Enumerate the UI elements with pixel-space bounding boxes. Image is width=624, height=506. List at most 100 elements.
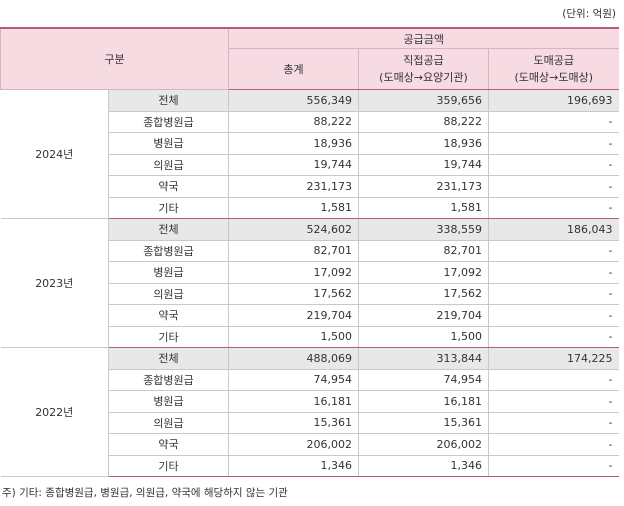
value-cell: -: [487, 411, 619, 434]
table-row: 종합병원급 82,701 82,701-: [1, 239, 619, 262]
value-cell: 17,092: [358, 261, 489, 284]
category-cell: 기타: [108, 454, 229, 477]
value-cell: -: [487, 239, 619, 262]
value-cell: 17,562: [358, 282, 489, 305]
value-cell: 1,346: [358, 454, 489, 477]
category-cell: 의원급: [108, 153, 229, 176]
category-cell: 약국: [108, 433, 229, 456]
value-cell: 18,936: [358, 132, 489, 155]
value-cell: 88,222: [358, 110, 489, 133]
value-cell: 18,936: [228, 132, 359, 155]
value-cell: 1,500: [228, 325, 359, 348]
value-cell: 313,844: [358, 347, 489, 370]
table-row: 병원급 17,092 17,092-: [1, 261, 619, 284]
category-cell: 병원급: [108, 132, 229, 155]
supply-table: 구분 공급금액 총계 직접공급 (도매상→요양기관) 도매공급 (도매상→도매상) …: [0, 27, 619, 477]
table-row: 약국 206,002 206,002-: [1, 433, 619, 456]
value-cell: 1,581: [358, 196, 489, 219]
value-cell: 15,361: [358, 411, 489, 434]
value-cell: -: [487, 196, 619, 219]
header-line: (도매상→도매상): [514, 71, 594, 84]
value-cell: 82,701: [358, 239, 489, 262]
header-total: 총계: [228, 48, 359, 90]
table-row: 약국 231,173 231,173-: [1, 175, 619, 198]
value-cell: -: [487, 368, 619, 391]
footnote: 주) 기타: 종합병원급, 병원급, 의원급, 약국에 해당하지 않는 기관: [2, 487, 288, 499]
header-line: (도매상→요양기관): [379, 71, 468, 84]
unit-label: (단위: 억원): [562, 8, 616, 20]
table-row: 2024년 전체 556,349 359,656 196,693: [0, 89, 619, 219]
category-cell: 약국: [108, 304, 229, 327]
value-cell: -: [487, 454, 619, 477]
value-cell: 359,656: [358, 89, 489, 112]
value-cell: -: [487, 132, 619, 155]
header-wholesale: 도매공급 (도매상→도매상): [487, 48, 619, 90]
header-line: 직접공급: [403, 54, 444, 67]
year-cell: 2024년: [0, 89, 109, 219]
value-cell: 19,744: [358, 153, 489, 176]
header-direct: 직접공급 (도매상→요양기관): [358, 48, 489, 90]
category-cell: 전체: [108, 218, 229, 241]
value-cell: 82,701: [228, 239, 359, 262]
value-cell: 196,693: [487, 89, 619, 112]
category-cell: 병원급: [108, 261, 229, 284]
value-cell: 338,559: [358, 218, 489, 241]
value-cell: 17,562: [228, 282, 359, 305]
value-cell: 219,704: [358, 304, 489, 327]
value-cell: 231,173: [358, 175, 489, 198]
table-row: 기타 1,346 1,346-: [1, 454, 619, 477]
value-cell: 206,002: [358, 433, 489, 456]
year-cell: 2023년: [0, 218, 109, 348]
header-group: 공급금액: [227, 27, 619, 49]
category-cell: 전체: [108, 347, 229, 370]
value-cell: 1,581: [228, 196, 359, 219]
table-row: 병원급 16,181 16,181-: [1, 390, 619, 413]
value-cell: 488,069: [228, 347, 359, 370]
category-cell: 종합병원급: [108, 239, 229, 262]
value-cell: 186,043: [487, 218, 619, 241]
value-cell: 231,173: [228, 175, 359, 198]
value-cell: 174,225: [487, 347, 619, 370]
table-row: 의원급 19,744 19,744-: [1, 153, 619, 176]
value-cell: -: [487, 261, 619, 284]
value-cell: -: [487, 110, 619, 133]
value-cell: 15,361: [228, 411, 359, 434]
category-cell: 병원급: [108, 390, 229, 413]
category-cell: 기타: [108, 196, 229, 219]
value-cell: 88,222: [228, 110, 359, 133]
value-cell: -: [487, 325, 619, 348]
value-cell: 16,181: [228, 390, 359, 413]
value-cell: 17,092: [228, 261, 359, 284]
value-cell: -: [487, 282, 619, 305]
header-line: 도매공급: [533, 54, 574, 67]
category-cell: 약국: [108, 175, 229, 198]
value-cell: 16,181: [358, 390, 489, 413]
category-cell: 전체: [108, 89, 229, 112]
value-cell: 74,954: [228, 368, 359, 391]
category-cell: 의원급: [108, 411, 229, 434]
header-category: 구분: [0, 27, 229, 90]
category-cell: 종합병원급: [108, 110, 229, 133]
value-cell: 524,602: [228, 218, 359, 241]
table-row: 2022년 전체 488,069 313,844 174,225: [0, 347, 619, 477]
category-cell: 의원급: [108, 282, 229, 305]
value-cell: 219,704: [228, 304, 359, 327]
category-cell: 기타: [108, 325, 229, 348]
table-row: 2023년 전체 524,602 338,559 186,043: [0, 218, 619, 348]
value-cell: 556,349: [228, 89, 359, 112]
year-cell: 2022년: [0, 347, 109, 477]
table-row: 약국 219,704 219,704-: [1, 304, 619, 327]
value-cell: 1,500: [358, 325, 489, 348]
value-cell: 1,346: [228, 454, 359, 477]
value-cell: -: [487, 433, 619, 456]
value-cell: -: [487, 175, 619, 198]
value-cell: 206,002: [228, 433, 359, 456]
table-row: 병원급 18,936 18,936-: [1, 132, 619, 155]
value-cell: 74,954: [358, 368, 489, 391]
value-cell: -: [487, 304, 619, 327]
value-cell: -: [487, 153, 619, 176]
value-cell: -: [487, 390, 619, 413]
table-row: 기타 1,581 1,581-: [1, 196, 619, 219]
category-cell: 종합병원급: [108, 368, 229, 391]
